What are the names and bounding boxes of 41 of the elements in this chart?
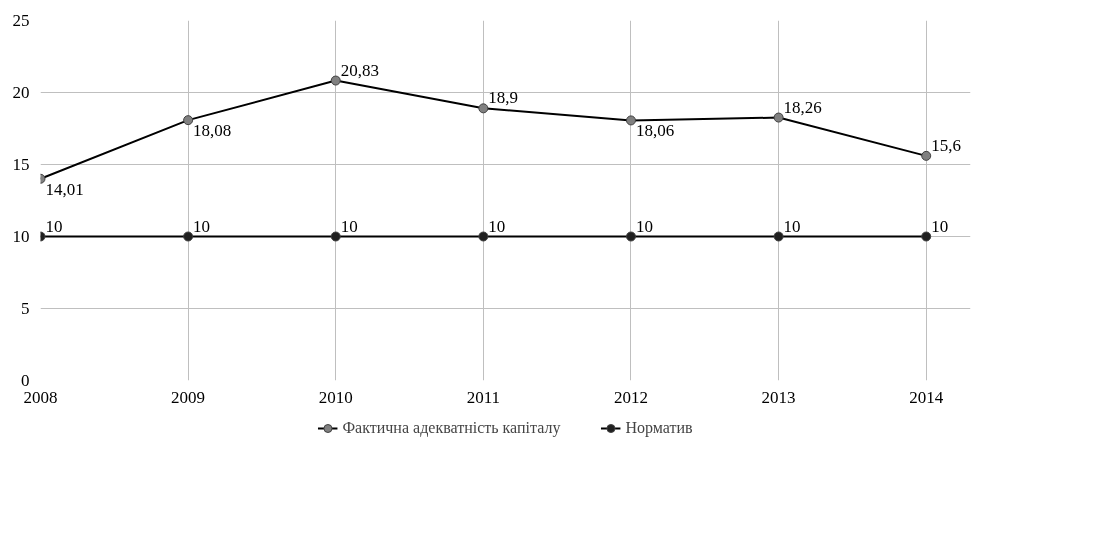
data-label: 20,83: [340, 60, 379, 80]
data-label: 10: [193, 216, 211, 236]
point: [921, 150, 932, 161]
x-tick-label: 2009: [171, 387, 206, 407]
data-label: 18,06: [635, 121, 675, 141]
x-tick-label: 2008: [23, 387, 58, 407]
y-tick-label: 5: [21, 299, 30, 318]
legend-label: Фактична адекватність капіталу: [342, 418, 561, 437]
data-label: 15,6: [931, 135, 961, 155]
point: [478, 231, 489, 242]
data-label: 10: [783, 216, 801, 236]
point: [773, 231, 784, 242]
data-label: 10: [635, 216, 653, 236]
data-label: 14,01: [45, 179, 84, 199]
data-label: 10: [931, 216, 949, 236]
point: [921, 231, 932, 242]
x-tick-label: 2010: [318, 387, 353, 407]
data-label: 10: [45, 216, 63, 236]
data-label: 18,26: [783, 97, 822, 117]
y-tick-label: 10: [12, 227, 30, 246]
point: [330, 75, 341, 86]
point: [773, 112, 784, 123]
x-tick-label: 2011: [466, 387, 501, 407]
point: [625, 115, 636, 126]
point: [183, 231, 194, 242]
point: [330, 231, 341, 242]
x-tick-label: 2013: [761, 387, 796, 407]
data-label: 18,9: [488, 88, 519, 108]
point: [625, 231, 636, 242]
data-label: 18,08: [193, 121, 232, 141]
x-tick-label: 2014: [909, 387, 944, 407]
legend-label: Норматив: [625, 418, 693, 437]
y-tick-label: 20: [12, 83, 30, 102]
data-label: 10: [488, 216, 506, 236]
y-tick-label: 0: [21, 371, 30, 390]
y-tick-label: 15: [12, 155, 30, 174]
point: [183, 115, 194, 126]
x-tick-label: 2012: [613, 387, 648, 407]
data-label: 10: [340, 216, 358, 236]
y-tick-label: 25: [12, 11, 30, 30]
point: [478, 103, 489, 114]
